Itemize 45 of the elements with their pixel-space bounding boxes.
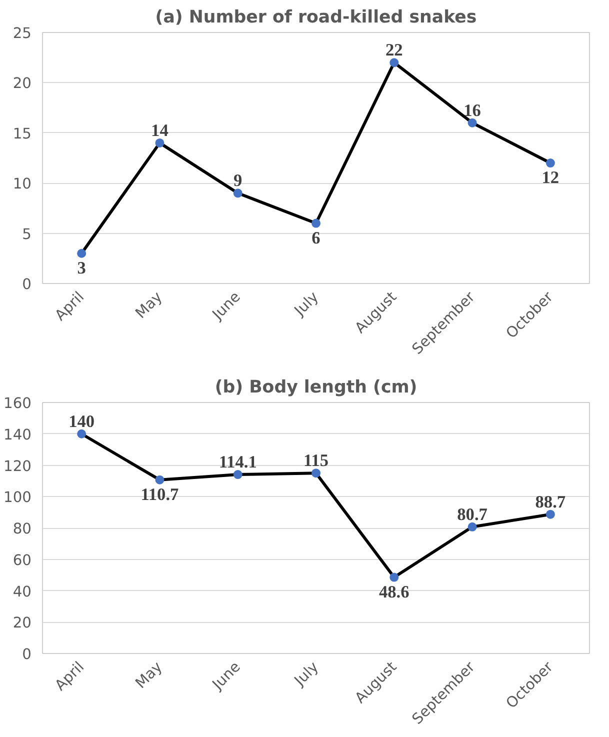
data-label: 110.7 <box>140 484 180 504</box>
y-tick-label: 40 <box>12 583 32 600</box>
data-label: 114.1 <box>218 452 257 472</box>
point <box>155 475 164 484</box>
y-tick-label: 20 <box>12 614 32 632</box>
y-tick-label: 100 <box>4 489 32 506</box>
y-tick-label: 120 <box>4 458 32 475</box>
point <box>77 248 86 258</box>
point <box>390 572 399 582</box>
chart-title: (a) Number of road-killed snakes <box>155 8 477 28</box>
y-tick-label: 140 <box>4 426 32 444</box>
chart-title: (b) Body length (cm) <box>214 378 418 398</box>
y-tick-label: 5 <box>22 226 32 243</box>
y-tick-label: 0 <box>22 276 32 293</box>
point <box>77 429 86 438</box>
y-tick-label: 160 <box>4 395 32 412</box>
point <box>233 188 242 198</box>
data-label: 14 <box>151 120 169 140</box>
data-label: 115 <box>303 451 329 470</box>
data-label: 12 <box>542 168 560 188</box>
point <box>468 522 477 532</box>
point <box>546 510 555 519</box>
y-tick-label: 20 <box>12 75 32 92</box>
data-label: 88.7 <box>535 492 566 512</box>
point <box>390 58 399 68</box>
data-label: 48.6 <box>378 582 410 602</box>
data-label: 80.7 <box>457 504 488 524</box>
data-label: 6 <box>312 228 321 248</box>
y-tick-label: 10 <box>12 176 32 193</box>
y-tick-label: 80 <box>12 520 32 538</box>
point <box>312 468 320 478</box>
y-tick-label: 25 <box>12 25 32 42</box>
point <box>312 218 320 228</box>
point <box>468 118 477 128</box>
y-tick-label: 15 <box>12 125 32 142</box>
data-label: 9 <box>234 171 243 190</box>
point <box>546 158 555 168</box>
point <box>233 470 242 479</box>
point <box>155 138 164 148</box>
y-tick-label: 0 <box>22 646 32 663</box>
y-tick-label: 60 <box>12 552 32 569</box>
data-label: 16 <box>464 100 482 120</box>
data-label: 3 <box>77 258 86 278</box>
data-label: 140 <box>68 412 95 431</box>
data-label: 22 <box>385 40 403 60</box>
